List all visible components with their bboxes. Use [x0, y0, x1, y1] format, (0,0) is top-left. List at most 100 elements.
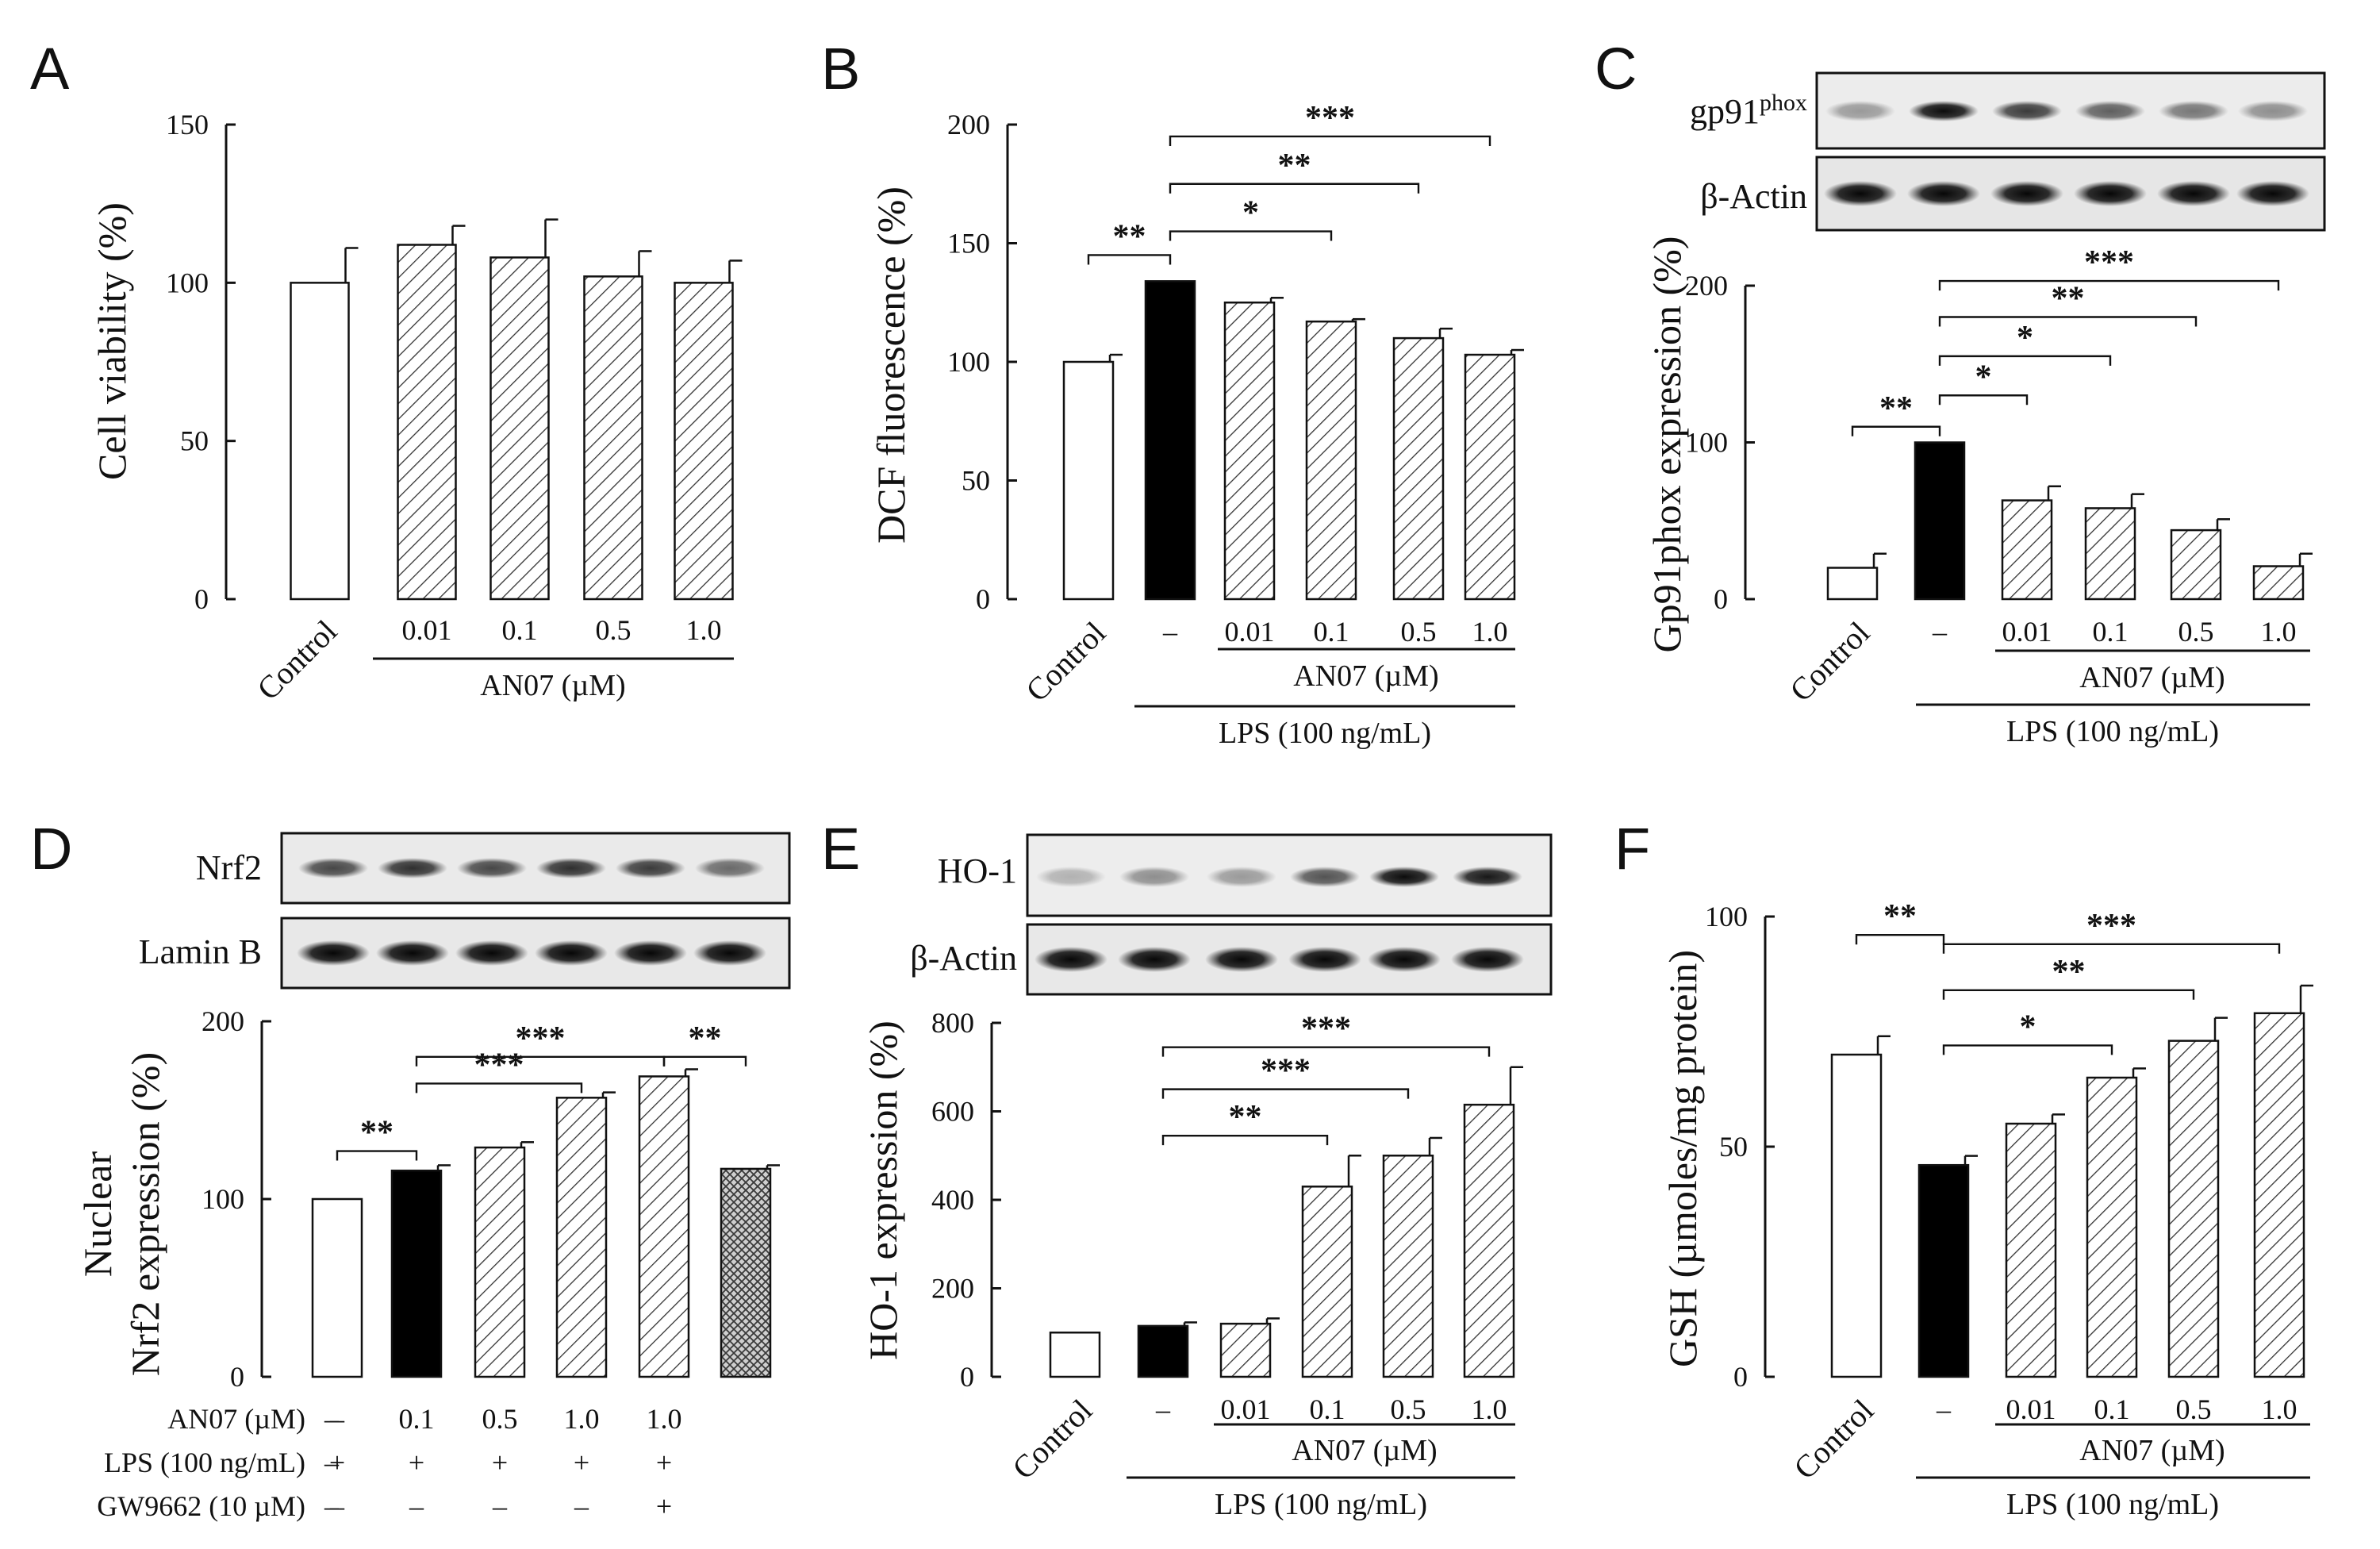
y-tick-label: 0	[194, 583, 209, 615]
panel-label-a: A	[30, 36, 70, 102]
bar	[1301, 1186, 1353, 1378]
y-tick-label: 50	[1719, 1131, 1748, 1163]
y-axis-label: Nuclear	[75, 1151, 120, 1278]
group-label-lps: LPS (100 ng/mL)	[2006, 1488, 2219, 1521]
bar	[674, 282, 734, 601]
blot-band	[1451, 947, 1524, 972]
category-label: 0.5	[1401, 616, 1437, 648]
bar	[583, 275, 643, 601]
blot-row-label: Lamin B	[139, 932, 262, 971]
bar	[1144, 280, 1196, 601]
bar	[1382, 1155, 1434, 1378]
blot-band	[457, 858, 527, 878]
blot-band	[1035, 947, 1107, 972]
significance-label: **	[1883, 898, 1917, 935]
blot-band	[378, 858, 447, 878]
significance-bracket: ***	[1169, 100, 1491, 146]
significance-bracket: ***	[415, 1047, 583, 1094]
category-label: 0.5	[2176, 1393, 2212, 1425]
condition-value: –	[492, 1490, 508, 1522]
significance-line	[1942, 943, 2281, 954]
significance-label: **	[2052, 954, 2086, 990]
group-label-an07: AN07 (µM)	[2079, 661, 2225, 694]
significance-line	[1855, 934, 1945, 945]
category-label: 0.5	[596, 614, 631, 646]
bar	[2005, 1122, 2057, 1378]
y-tick-label: 600	[931, 1096, 974, 1128]
significance-line	[1938, 394, 2029, 406]
bar	[1392, 336, 1445, 601]
significance-bracket: **	[1851, 390, 1941, 436]
category-label: 0.1	[2094, 1393, 2130, 1425]
bar	[2170, 529, 2222, 601]
blot-row-label-main: gp91	[1690, 92, 1760, 131]
significance-bracket: **	[1942, 954, 2195, 1000]
y-tick-label: 400	[931, 1184, 974, 1216]
y-tick-label: 800	[931, 1007, 974, 1039]
bar	[1049, 1332, 1101, 1378]
y-tick-label: 200	[1685, 270, 1728, 302]
panel-label-d: D	[30, 816, 72, 882]
bar	[2167, 1040, 2220, 1378]
bar	[1463, 1103, 1515, 1378]
group-label-an07: AN07 (µM)	[2079, 1434, 2225, 1467]
significance-label: **	[1229, 1099, 1262, 1136]
blot-row-label: Nrf2	[196, 848, 262, 887]
significance-bracket: **	[1169, 148, 1420, 194]
significance-label: *	[1975, 359, 1992, 395]
condition-value: 1.0	[564, 1403, 600, 1435]
blot-row-label: HO-1	[938, 851, 1017, 890]
category-label: –	[1162, 616, 1178, 648]
blot-band	[1207, 867, 1276, 887]
significance-bracket: *	[1169, 195, 1333, 241]
blot-row-label: gp91phox	[1690, 90, 1807, 131]
y-tick-label: 100	[1705, 901, 1748, 932]
blot-band	[695, 858, 765, 878]
significance-bracket: *	[1938, 320, 2112, 366]
category-label: –	[1932, 616, 1948, 648]
blot-band	[1992, 101, 2062, 121]
significance-label: ***	[516, 1020, 566, 1057]
significance-label: ***	[474, 1047, 524, 1083]
panel-label-f: F	[1614, 816, 1650, 882]
condition-value: –	[574, 1490, 589, 1522]
group-label-an07: AN07 (µM)	[1293, 659, 1438, 693]
condition-value: –	[324, 1490, 340, 1522]
significance-bracket: ***	[1161, 1053, 1410, 1099]
blot-band	[2075, 101, 2145, 121]
y-tick-label: 50	[180, 425, 209, 457]
significance-label: ***	[1305, 100, 1355, 136]
blot-band	[1990, 181, 2063, 206]
significance-line	[1169, 230, 1333, 241]
significance-line	[1087, 254, 1172, 265]
category-label: Control	[1783, 615, 1876, 709]
bar	[390, 1169, 443, 1378]
panel-label-c: C	[1595, 36, 1637, 102]
bar	[1826, 567, 1879, 601]
significance-line	[1938, 279, 2280, 291]
category-label: 0.1	[1314, 616, 1349, 648]
category-label: 0.5	[1391, 1393, 1426, 1425]
significance-label: ***	[2084, 244, 2134, 281]
bar	[1914, 441, 1966, 601]
y-tick-label: 0	[976, 583, 990, 615]
category-label: 0.01	[2006, 1393, 2056, 1425]
significance-label: **	[360, 1115, 393, 1151]
condition-value: +	[409, 1447, 424, 1478]
category-label: 0.01	[402, 614, 452, 646]
significance-bracket: *	[1942, 1009, 2113, 1055]
significance-line	[1938, 316, 2198, 327]
bar	[638, 1075, 690, 1378]
category-label: Control	[1019, 615, 1112, 709]
bar	[1137, 1324, 1189, 1378]
significance-bracket: **	[336, 1115, 418, 1161]
blot-band	[1824, 181, 1897, 206]
bar	[474, 1146, 526, 1378]
category-label: 1.0	[2262, 1393, 2297, 1425]
condition-value: +	[492, 1447, 508, 1478]
condition-row-label: LPS (100 ng/mL)	[104, 1447, 305, 1478]
condition-value: –	[409, 1490, 424, 1522]
